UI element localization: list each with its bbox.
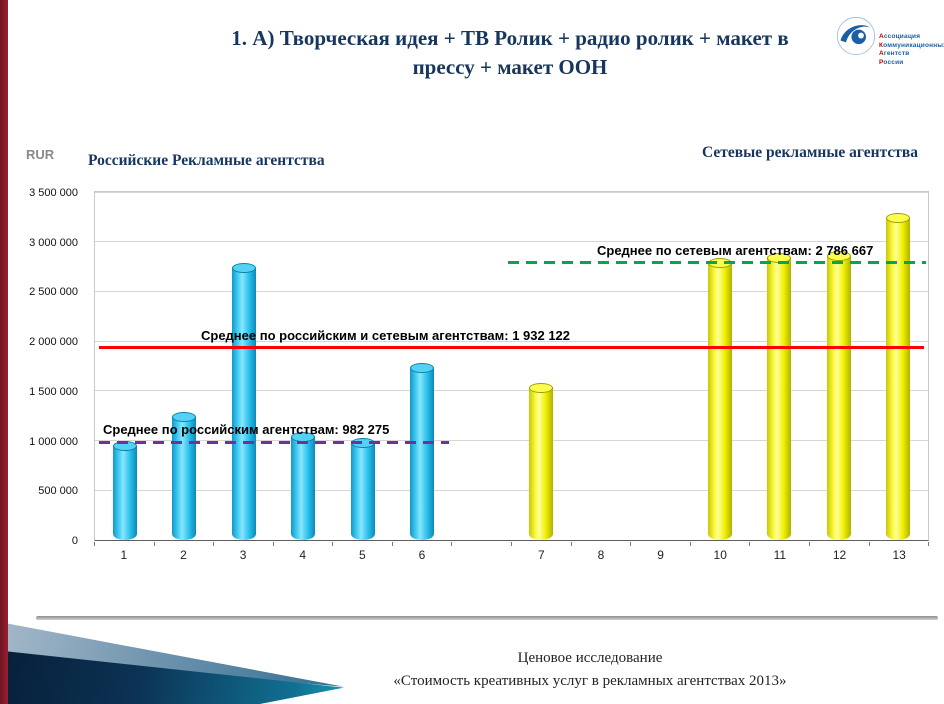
- x-axis-tick: [95, 542, 155, 546]
- footer-line1: Ценовое исследование: [517, 650, 663, 666]
- slide-title-line2: прессу + макет ООН: [412, 55, 608, 79]
- x-axis-tick: [155, 542, 215, 546]
- mean-line-all: [99, 346, 924, 350]
- x-axis-tick: [572, 542, 632, 546]
- acar-logo-text: Ассоциация Коммуникационных Агентств Рос…: [879, 33, 944, 67]
- x-axis-label: 1: [120, 548, 128, 562]
- x-axis-label: 8: [597, 548, 605, 562]
- bar-russian-2: [172, 411, 197, 540]
- slide-title-line1: 1. А) Творческая идея + ТВ Ролик + радио…: [231, 26, 789, 50]
- mean-line-label-all: Среднее по российским и сетевым агентств…: [201, 327, 571, 343]
- mean-line-label-russian: Среднее по российским агентствам: 982 27…: [103, 422, 390, 438]
- bar-network-12: [826, 250, 851, 540]
- x-axis-tick: [214, 542, 274, 546]
- gridline-1 000 000: [95, 440, 928, 442]
- x-axis-tick: [691, 542, 751, 546]
- mean-line-russian: [99, 440, 449, 444]
- x-axis-tick: [452, 542, 513, 546]
- x-axis-tick: [512, 542, 572, 546]
- x-axis-label: 11: [773, 548, 787, 562]
- gridline-2 500 000: [95, 290, 928, 292]
- right-group-title: Сетевые рекламные агентства: [701, 144, 918, 161]
- y-axis-tick-label: 2 000 000: [29, 336, 78, 349]
- bar-network-13: [886, 212, 911, 540]
- x-axis-label: [452, 548, 512, 562]
- x-axis-label: 2: [180, 548, 187, 562]
- bar-network-11: [767, 252, 792, 540]
- y-axis-tick-label: 500 000: [38, 485, 78, 498]
- x-axis-label: 5: [359, 548, 366, 562]
- x-axis-label: 12: [832, 548, 847, 562]
- acar-logo: Ассоциация Коммуникационных Агентств Рос…: [836, 16, 944, 67]
- x-axis-label: 3: [239, 548, 247, 562]
- y-axis-labels: 0 500 000 1 000 000 1 500 000 2 000 000 2 500…: [0, 187, 86, 547]
- logo-text-line: Коммуникационных: [879, 41, 944, 49]
- plot-area: Среднее по российским агентствам: 982 27…: [94, 191, 929, 541]
- y-axis-tick-label: 3 500 000: [29, 187, 78, 199]
- gridline-3 500 000: [95, 191, 928, 193]
- x-axis-tick: [750, 542, 810, 546]
- gridline-1 500 000: [95, 390, 928, 392]
- x-axis-tick: [870, 542, 930, 546]
- y-axis-tick-label: 1 000 000: [29, 435, 78, 448]
- currency-unit-label: RUR: [26, 147, 55, 162]
- x-axis-label: 6: [418, 548, 426, 562]
- gridline-500 000: [95, 489, 928, 491]
- x-axis-label: 10: [713, 548, 727, 562]
- y-axis-tick-label: 0: [71, 535, 78, 547]
- x-axis-label: 4: [299, 548, 307, 562]
- footer-caption: Ценовое исследование «Стоимость креативн…: [270, 647, 910, 692]
- x-axis-label: 7: [537, 548, 545, 562]
- bar-russian-5: [350, 437, 375, 540]
- bar-russian-6: [410, 363, 435, 540]
- left-accent-strip: [0, 0, 8, 704]
- x-axis-label: 9: [657, 548, 664, 562]
- x-tick-row: [94, 542, 930, 546]
- acar-logo-icon: [836, 16, 876, 67]
- x-axis-label: 13: [892, 548, 906, 562]
- y-axis-tick-label: 3 000 000: [29, 236, 78, 249]
- footer-line2: «Стоимость креативных услуг в рекламных …: [393, 672, 787, 689]
- gridline-3 000 000: [95, 241, 928, 243]
- mean-line-network: [508, 261, 926, 265]
- slide-title: 1. А) Творческая идея + ТВ Ролик + радио…: [140, 24, 880, 82]
- logo-text-line: Агентств: [879, 50, 910, 57]
- gridline-2 000 000: [95, 340, 928, 342]
- x-axis-tick: [393, 542, 453, 546]
- x-axis-labels: 1 2 3 4 5 6 7 8 9 10 11 12 13: [94, 548, 929, 562]
- logo-text-line: России: [879, 58, 904, 66]
- x-axis-tick: [274, 542, 334, 546]
- x-axis-tick: [810, 542, 870, 546]
- footer-divider: [36, 616, 938, 620]
- bar-russian-1: [112, 440, 137, 540]
- mean-line-label-network: Среднее по сетевым агентствам: 2 786 667: [597, 242, 874, 258]
- bar-russian-4: [291, 431, 316, 540]
- bar-network-7: [529, 382, 554, 540]
- corner-arrow-decoration: [8, 622, 344, 704]
- left-group-title: Российские Рекламные агентства: [88, 152, 325, 169]
- bar-russian-3: [231, 262, 256, 540]
- y-axis-tick-label: 2 500 000: [29, 286, 78, 299]
- y-axis-tick-label: 1 500 000: [29, 385, 78, 398]
- logo-text-line: Ассоциация: [879, 33, 921, 40]
- bar-network-10: [707, 257, 732, 540]
- x-axis-tick: [333, 542, 393, 546]
- x-axis-tick: [631, 542, 691, 546]
